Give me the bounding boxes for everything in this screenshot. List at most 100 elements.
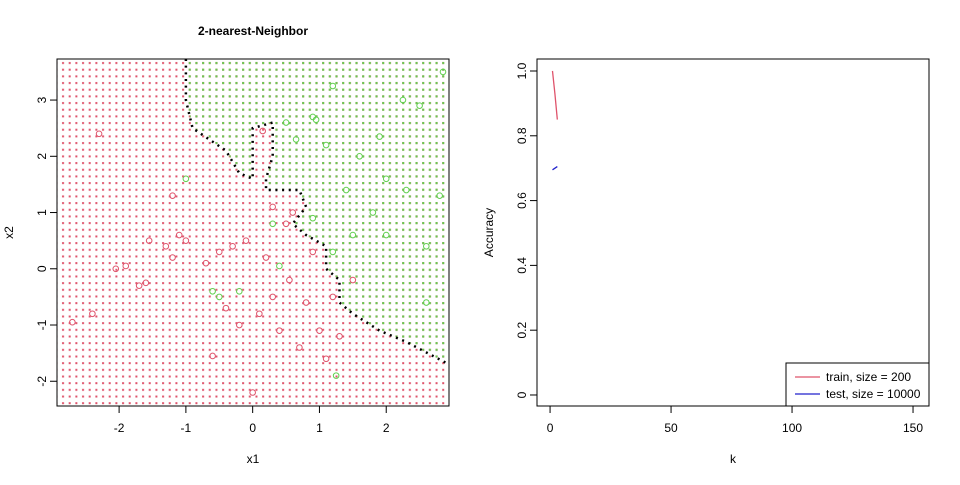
training-point bbox=[135, 282, 143, 289]
training-point bbox=[329, 248, 337, 256]
training-point bbox=[249, 389, 256, 396]
x-tick-label: 0 bbox=[547, 421, 554, 435]
training-point bbox=[89, 310, 96, 318]
training-point bbox=[286, 276, 293, 284]
training-point bbox=[309, 214, 317, 222]
training-point bbox=[256, 310, 263, 318]
y-tick-label: 0 bbox=[515, 391, 529, 398]
legend-box bbox=[785, 362, 930, 407]
training-point bbox=[376, 133, 383, 140]
legend-label: test, size = 10000 bbox=[826, 387, 921, 401]
training-point bbox=[436, 192, 443, 199]
x-tick-label: 1 bbox=[316, 421, 323, 435]
y-tick-label: 1 bbox=[35, 209, 49, 216]
y-tick-label: -2 bbox=[35, 376, 49, 387]
training-point bbox=[369, 209, 377, 216]
training-point bbox=[276, 262, 283, 270]
training-point bbox=[182, 175, 190, 183]
training-point bbox=[209, 287, 216, 295]
training-point bbox=[262, 254, 270, 261]
training-point bbox=[416, 102, 423, 109]
training-point bbox=[215, 248, 223, 256]
x-axis-label: x1 bbox=[247, 452, 260, 466]
training-point bbox=[282, 220, 290, 228]
y-axis-label: x2 bbox=[2, 226, 16, 239]
training-point bbox=[242, 237, 250, 244]
training-point bbox=[145, 237, 153, 244]
training-point bbox=[382, 231, 390, 239]
training-point bbox=[336, 332, 343, 340]
training-point bbox=[316, 327, 323, 334]
training-point bbox=[422, 299, 430, 306]
training-point bbox=[182, 237, 190, 244]
training-point bbox=[342, 186, 350, 194]
x-tick-label: 100 bbox=[782, 421, 802, 435]
training-point bbox=[276, 327, 283, 334]
training-point bbox=[312, 116, 320, 124]
training-point bbox=[169, 192, 176, 199]
training-point bbox=[329, 293, 337, 301]
training-point bbox=[399, 96, 407, 104]
training-point bbox=[292, 136, 300, 143]
training-point bbox=[162, 242, 170, 250]
training-point bbox=[439, 68, 447, 76]
training-point bbox=[322, 141, 330, 149]
training-point bbox=[309, 248, 317, 256]
training-point bbox=[329, 82, 337, 90]
x-axis-label: k bbox=[730, 452, 737, 466]
training-point bbox=[349, 276, 357, 284]
training-point bbox=[229, 242, 236, 250]
y-tick-label: 0 bbox=[35, 265, 49, 272]
legend-label: train, size = 200 bbox=[826, 370, 911, 384]
training-point bbox=[269, 220, 277, 228]
plot-box bbox=[56, 58, 450, 407]
training-point bbox=[209, 352, 216, 360]
training-point bbox=[322, 355, 330, 363]
training-point bbox=[215, 293, 223, 301]
y-axis-label: Accuracy bbox=[482, 208, 496, 257]
x-tick-label: 0 bbox=[249, 421, 256, 435]
training-point bbox=[169, 254, 176, 261]
decision-boundary bbox=[184, 59, 450, 366]
training-point bbox=[332, 372, 340, 379]
y-tick-label: 0.2 bbox=[515, 322, 529, 339]
training-point bbox=[222, 304, 230, 312]
training-point bbox=[122, 262, 130, 270]
training-point bbox=[142, 279, 150, 287]
training-point bbox=[302, 299, 310, 306]
x-tick-label: 150 bbox=[903, 421, 923, 435]
y-tick-label: 0.6 bbox=[515, 192, 529, 209]
training-point bbox=[236, 321, 243, 329]
training-point bbox=[349, 231, 357, 239]
training-point bbox=[69, 318, 76, 326]
x-tick-label: 2 bbox=[383, 421, 390, 435]
y-tick-label: 0.4 bbox=[515, 257, 529, 274]
training-point bbox=[269, 203, 277, 211]
x-tick-label: -2 bbox=[114, 421, 125, 435]
chart-title: 2-nearest-Neighbor bbox=[198, 24, 308, 38]
x-tick-label: 50 bbox=[664, 421, 678, 435]
training-point bbox=[282, 119, 290, 126]
training-point bbox=[202, 259, 210, 267]
y-tick-label: -1 bbox=[35, 319, 49, 330]
training-point bbox=[422, 242, 430, 250]
training-point bbox=[402, 186, 410, 194]
training-point bbox=[356, 152, 363, 160]
training-point bbox=[112, 265, 120, 273]
y-tick-label: 2 bbox=[35, 153, 49, 160]
training-point bbox=[236, 287, 243, 295]
series-line bbox=[551, 70, 558, 120]
series-line bbox=[552, 166, 558, 171]
training-point bbox=[269, 293, 277, 301]
y-tick-label: 1.0 bbox=[515, 62, 529, 79]
y-tick-label: 0.8 bbox=[515, 127, 529, 144]
y-tick-label: 3 bbox=[35, 96, 49, 103]
training-point bbox=[95, 130, 103, 138]
x-tick-label: -1 bbox=[181, 421, 192, 435]
training-point bbox=[382, 175, 390, 183]
training-point bbox=[259, 127, 266, 135]
plot-box bbox=[536, 58, 930, 407]
training-point bbox=[296, 344, 303, 351]
training-point bbox=[175, 231, 183, 239]
